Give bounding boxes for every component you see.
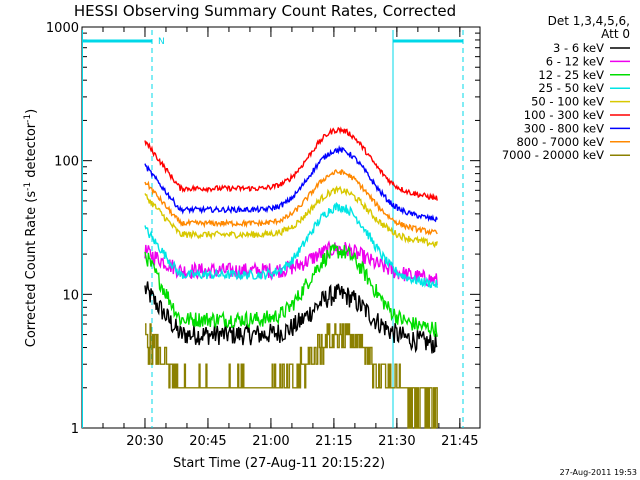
y-axis-label-sup2: -1 [23, 114, 33, 123]
legend-label: 800 - 7000 keV [516, 135, 604, 149]
series-line-100-300-keV [144, 126, 438, 201]
legend-label: 6 - 12 keV [546, 54, 604, 68]
series-line-7000-20000-keV [145, 323, 438, 429]
series-line-300-800-keV [144, 144, 438, 223]
y-axis: 1 10 100 1000 [46, 21, 480, 437]
x-tick-label: 21:30 [378, 434, 415, 449]
y-axis-label-main: Corrected Count Rate (s [24, 191, 39, 348]
y-tick-label: 100 [54, 155, 79, 170]
x-axis-label: Start Time (27-Aug-11 20:15:22) [173, 456, 385, 471]
legend-label: 12 - 25 keV [538, 68, 604, 82]
legend-label: 100 - 300 keV [524, 108, 604, 122]
legend-header-1: Det 1,3,4,5,6, [548, 14, 630, 28]
x-tick-label: 20:30 [126, 434, 163, 449]
y-axis-label-sup1: -1 [23, 182, 33, 191]
x-tick-label: 21:15 [315, 434, 352, 449]
chart-title: HESSI Observing Summary Count Rates, Cor… [74, 2, 456, 20]
legend-label: 300 - 800 keV [524, 121, 604, 135]
y-tick-label: 1000 [46, 21, 79, 36]
legend-label: 7000 - 20000 keV [502, 148, 604, 162]
x-tick-label: 21:00 [252, 434, 289, 449]
legend-label: 25 - 50 keV [538, 81, 604, 95]
eclipse-markers: N [82, 30, 464, 428]
night-label: N [158, 37, 165, 47]
y-axis-label: Corrected Count Rate (s-1 detector-1) [23, 109, 39, 347]
series-line-50-100-keV [144, 185, 438, 249]
x-axis: 20:30 20:45 21:00 21:15 21:30 21:45 [102, 27, 479, 449]
y-tick-label: 10 [62, 288, 79, 303]
y-tick-label: 1 [71, 422, 79, 437]
series-lines [144, 126, 438, 429]
footer-timestamp: 27-Aug-2011 19:53 [560, 468, 637, 477]
legend-label: 3 - 6 keV [553, 41, 604, 55]
x-tick-label: 21:45 [441, 434, 478, 449]
series-line-3-6-keV [144, 281, 438, 354]
legend-label: 50 - 100 keV [531, 95, 604, 109]
series-line-800-7000-keV [144, 168, 438, 236]
y-axis-label-mid: detector [24, 122, 39, 182]
series-line-25-50-keV [144, 201, 438, 289]
legend-header-2: Att 0 [601, 27, 630, 41]
series-line-12-25-keV [144, 242, 438, 337]
x-tick-label: 20:45 [189, 434, 226, 449]
y-axis-label-end: ) [24, 109, 39, 114]
